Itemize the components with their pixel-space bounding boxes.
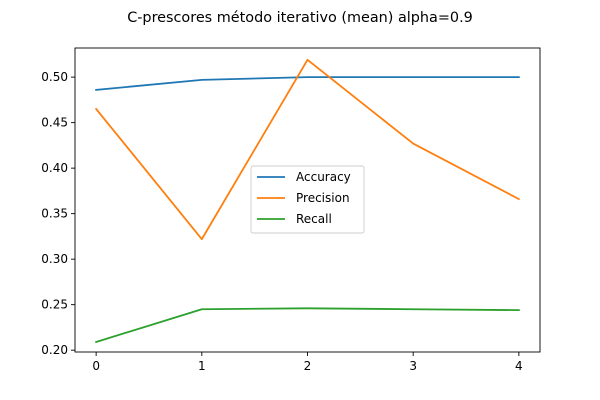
legend-label-precision: Precision xyxy=(296,191,350,205)
x-tick-label: 0 xyxy=(92,359,100,373)
y-tick-label: 0.40 xyxy=(41,161,68,175)
y-tick-label: 0.25 xyxy=(41,298,68,312)
x-tick-label: 1 xyxy=(198,359,206,373)
y-tick-label: 0.35 xyxy=(41,207,68,221)
x-tick-label: 4 xyxy=(515,359,523,373)
plot-area xyxy=(94,58,521,344)
series-line-recall xyxy=(95,307,520,344)
axes: 0 1 2 3 4 0.20 0.25 0.30 0.35 0.40 0.45 0.50 xyxy=(41,47,541,373)
x-tick-label: 2 xyxy=(304,359,312,373)
y-tick-label: 0.20 xyxy=(41,343,68,357)
chart-title: C-prescores método iterativo (mean) alph… xyxy=(127,10,473,26)
y-tick-label: 0.45 xyxy=(41,116,68,130)
series-line-precision xyxy=(94,58,521,241)
legend-label-recall: Recall xyxy=(296,212,332,226)
legend-box xyxy=(250,165,365,234)
legend: Accuracy Precision Recall xyxy=(250,165,365,234)
x-tick-label: 3 xyxy=(409,359,417,373)
y-tick-label: 0.50 xyxy=(41,70,68,84)
series-line-accuracy xyxy=(95,76,520,91)
legend-label-accuracy: Accuracy xyxy=(296,170,351,184)
y-tick-label: 0.30 xyxy=(41,252,68,266)
